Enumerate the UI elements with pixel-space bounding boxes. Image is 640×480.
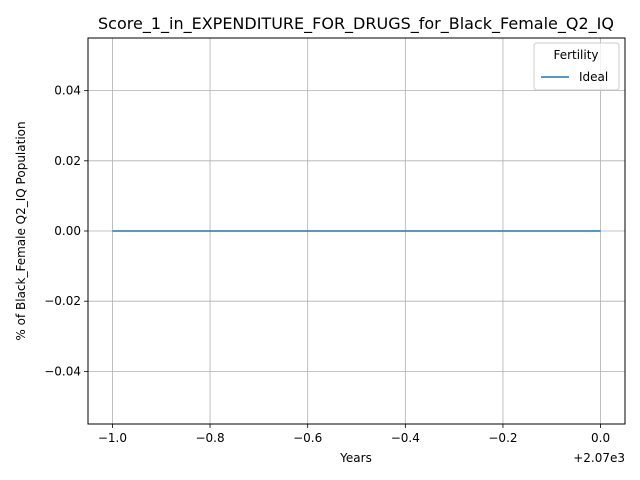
x-axis-ticks: −1.0 −0.8 −0.6 −0.4 −0.2 0.0 [98,424,610,445]
plot-area [87,37,626,425]
y-tick-label: 0.02 [54,154,81,168]
y-tick-label: −0.02 [44,294,81,308]
legend-label-ideal: Ideal [579,70,608,84]
legend-box [533,42,620,91]
x-tick-label: −1.0 [98,431,127,445]
y-axis-label: % of Black_Female Q2_IQ Population [14,121,28,340]
x-tick-label: −0.4 [391,431,420,445]
y-tick-label: 0.00 [54,224,81,238]
x-tick-label: −0.2 [488,431,517,445]
legend-title: Fertility [553,48,598,62]
x-axis-label: Years [339,451,372,465]
x-tick-label: −0.6 [293,431,322,445]
x-tick-label: 0.0 [591,431,610,445]
y-axis-ticks: −0.04 −0.02 0.00 0.02 0.04 [44,84,88,378]
legend: Fertility Ideal [533,42,620,91]
chart-title: Score_1_in_EXPENDITURE_FOR_DRUGS_for_Bla… [98,14,614,34]
x-axis-offset-label: +2.07e3 [573,451,625,465]
y-tick-label: −0.04 [44,364,81,378]
y-tick-label: 0.04 [54,84,81,98]
x-tick-label: −0.8 [195,431,224,445]
